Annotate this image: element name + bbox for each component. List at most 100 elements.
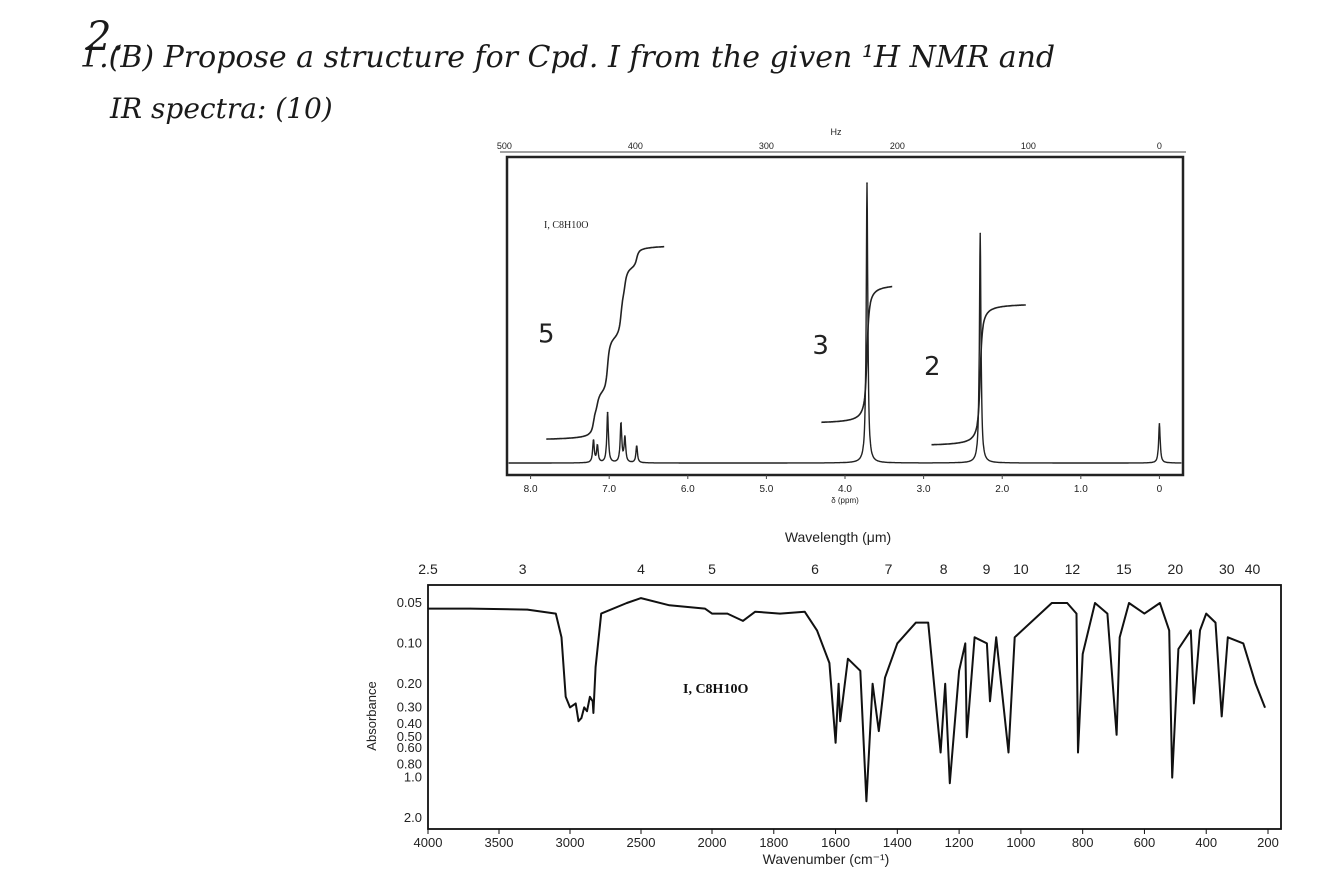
ir-data-point — [577, 720, 580, 722]
nmr-compound-label: I, C8H10O — [544, 220, 588, 231]
ir-data-point — [878, 730, 880, 732]
ir-y-tick-label: 1.0 — [404, 770, 422, 785]
ir-data-point — [816, 629, 818, 632]
ir-data-point — [859, 670, 861, 672]
ir-xlabel: Wavenumber (cm⁻¹) — [763, 851, 890, 867]
ir-top-tick-label: 12 — [1065, 561, 1081, 577]
ir-data-point — [469, 607, 472, 610]
ir-top-tick-label: 40 — [1245, 561, 1261, 577]
ir-data-point — [1177, 648, 1180, 650]
nmr-x-tick-label: 4.0 — [838, 484, 852, 495]
ir-data-point — [1227, 636, 1229, 638]
nmr-x-tick-label: 5.0 — [759, 484, 773, 495]
ir-x-tick-label: 4000 — [414, 835, 443, 850]
question-text-line1: 1.(B) Propose a structure for Cpd. I fro… — [80, 40, 1056, 75]
ir-data-point — [949, 782, 951, 784]
ir-data-point — [1106, 612, 1109, 615]
ir-data-point — [754, 610, 756, 613]
ir-y-tick-label: 0.05 — [397, 595, 422, 610]
nmr-x-tick-label: 6.0 — [681, 484, 695, 495]
ir-data-point — [915, 621, 917, 624]
nmr-top-tick-label: 300 — [759, 141, 774, 151]
ir-y-tick-label: 0.60 — [397, 740, 422, 755]
ir-data-point — [1264, 706, 1266, 709]
ir-data-point — [944, 683, 946, 685]
ir-data-point — [711, 612, 713, 615]
ir-data-point — [837, 683, 840, 685]
ir-data-point — [1128, 602, 1130, 604]
ir-data-point — [896, 642, 899, 645]
ir-x-tick-label: 800 — [1072, 835, 1094, 850]
ir-x-tick-label: 2000 — [698, 835, 727, 850]
ir-data-point — [1190, 629, 1192, 632]
nmr-top-tick-label: 100 — [1021, 141, 1036, 151]
nmr-peak — [596, 445, 599, 448]
nmr-peak — [606, 411, 609, 414]
ir-data-point — [574, 702, 577, 705]
ir-data-point — [1081, 653, 1084, 655]
nmr-top-tick-label: 0 — [1157, 141, 1162, 151]
nmr-x-tick-label: 1.0 — [1074, 484, 1088, 495]
nmr-x-tick-label: 3.0 — [917, 484, 931, 495]
ir-data-point — [986, 642, 988, 645]
ir-data-point — [583, 706, 585, 709]
nmr-peak — [1158, 423, 1161, 425]
ir-data-point — [1014, 636, 1016, 638]
ir-top-tick-label: 15 — [1116, 561, 1132, 577]
ir-data-point — [847, 657, 849, 660]
ir-data-point — [592, 700, 594, 702]
ir-top-tick-label: 9 — [983, 561, 991, 577]
ir-data-point — [1077, 751, 1079, 754]
ir-data-point — [580, 717, 583, 719]
ir-data-point — [884, 676, 886, 679]
ir-data-point — [526, 608, 529, 611]
ir-data-point — [668, 604, 671, 606]
ir-top-axis-label: Wavelength (μm) — [785, 529, 891, 545]
ir-top-tick-label: 30 — [1219, 561, 1235, 577]
ir-data-point — [569, 706, 571, 709]
ir-data-point — [742, 620, 744, 622]
ir-x-tick-label: 200 — [1257, 835, 1279, 850]
ir-data-point — [871, 683, 874, 685]
ir-frame — [427, 584, 1282, 830]
ir-data-point — [640, 597, 642, 599]
ir-y-tick-label: 2.0 — [404, 810, 422, 825]
nmr-x-tick-label: 0 — [1157, 484, 1163, 495]
ir-x-tick-label: 1000 — [1006, 835, 1035, 850]
ir-x-tick-label: 400 — [1195, 835, 1217, 850]
ir-data-point — [594, 666, 597, 668]
ir-data-point — [1075, 612, 1078, 615]
ir-data-point — [1094, 602, 1096, 604]
nmr-x-tick-label: 7.0 — [602, 484, 616, 495]
ir-data-point — [927, 621, 929, 624]
ir-data-point — [589, 696, 591, 698]
ir-y-tick-label: 0.20 — [397, 676, 422, 691]
ir-data-point — [834, 742, 837, 744]
ir-data-point — [565, 696, 567, 698]
ir-y-tick-label: 0.80 — [397, 757, 422, 772]
nmr-spectrum-line — [508, 182, 1182, 464]
ir-top-tick-label: 3 — [519, 561, 527, 577]
nmr-top-tick-label: 400 — [628, 141, 643, 151]
ir-data-point — [1199, 629, 1201, 632]
ir-data-point — [560, 636, 563, 638]
nmr-integration-curve — [821, 285, 893, 424]
ir-top-tick-label: 8 — [940, 561, 948, 577]
ir-data-point — [828, 662, 831, 664]
ir-data-point — [1143, 612, 1146, 615]
nmr-peak — [624, 437, 626, 439]
nmr-integration-curve — [546, 245, 665, 440]
ir-compound-label: I, C8H10O — [683, 682, 748, 697]
ir-x-tick-label: 1800 — [759, 835, 788, 850]
ir-data-point — [1168, 629, 1170, 632]
ir-top-tick-label: 10 — [1013, 561, 1029, 577]
ir-top-tick-label: 7 — [885, 561, 893, 577]
nmr-peak — [635, 445, 638, 448]
ir-data-point — [939, 751, 942, 754]
nmr-integration-label: 3 — [812, 331, 829, 361]
ir-data-point — [1007, 751, 1010, 754]
ir-y-tick-label: 0.30 — [397, 699, 422, 714]
ir-data-point — [964, 642, 966, 645]
ir-data-point — [600, 612, 602, 615]
ir-data-point — [839, 720, 841, 722]
